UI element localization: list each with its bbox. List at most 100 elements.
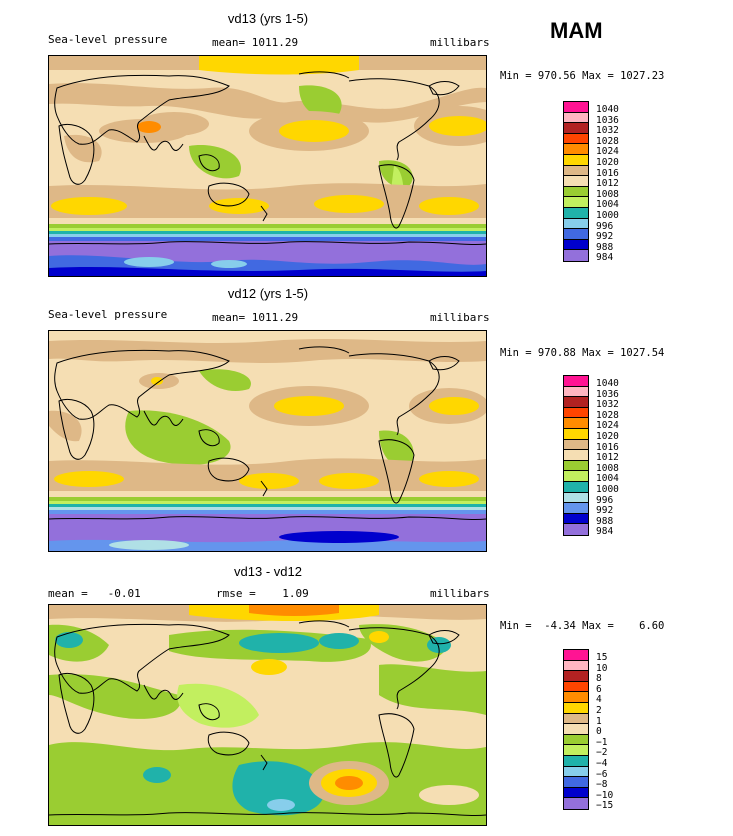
- panel-1-variable-label: Sea-level pressure: [48, 33, 168, 46]
- panel-1-minmax: Min = 970.56 Max = 1027.23: [500, 70, 665, 82]
- colorbar-label: 1008: [596, 188, 619, 200]
- panel-2-colorbar-labels: 1040 1036 1032 1028 1024 1020 1016 1012 1008 1004…: [596, 378, 619, 538]
- colorbar-swatch: [564, 798, 588, 809]
- panel-1-colorbar-labels: 1040 1036 1032 1028 1024 1020 1016 1012 1008 1004…: [596, 104, 619, 264]
- colorbar-label: 988: [596, 515, 614, 527]
- colorbar-label: −2: [596, 747, 608, 759]
- colorbar-label: 1028: [596, 409, 619, 421]
- colorbar-swatch: [564, 692, 588, 703]
- colorbar-swatch: [564, 787, 588, 799]
- colorbar-swatch: [564, 724, 588, 735]
- colorbar-label: 1024: [596, 420, 619, 432]
- colorbar-swatch: [564, 102, 588, 113]
- colorbar-label: −8: [596, 779, 608, 791]
- panel-1-map: [48, 55, 487, 277]
- colorbar-swatch: [564, 112, 588, 124]
- panel-3-mean-label: mean = -0.01: [48, 587, 141, 600]
- panel-1-mean-label: mean= 1011.29: [212, 36, 299, 49]
- colorbar-label: 1036: [596, 114, 619, 126]
- colorbar-label: 1032: [596, 125, 619, 137]
- panel-3-colorbar-labels: 15 10 8 6 4 2 1 0 −1 −2 −4 −6 −8 −10 −15: [596, 652, 614, 812]
- colorbar-swatch: [564, 218, 588, 230]
- colorbar-label: 1008: [596, 462, 619, 474]
- colorbar-swatch: [564, 450, 588, 461]
- colorbar-swatch: [564, 186, 588, 198]
- colorbar-swatch: [564, 123, 588, 134]
- colorbar-label: −15: [596, 800, 614, 812]
- colorbar-swatch: [564, 376, 588, 387]
- colorbar-label: 984: [596, 252, 614, 264]
- colorbar-swatch: [564, 481, 588, 493]
- colorbar-swatch: [564, 418, 588, 429]
- colorbar-swatch: [564, 133, 588, 145]
- colorbar-swatch: [564, 250, 588, 261]
- panel-1-title: vd13 (yrs 1-5): [227, 11, 309, 26]
- colorbar-label: 996: [596, 220, 614, 232]
- colorbar-label: 1016: [596, 167, 619, 179]
- colorbar-swatch: [564, 397, 588, 408]
- colorbar-label: 992: [596, 231, 614, 243]
- colorbar-swatch: [564, 239, 588, 251]
- colorbar-swatch: [564, 460, 588, 472]
- colorbar-swatch: [564, 734, 588, 746]
- colorbar-label: 1004: [596, 199, 619, 211]
- colorbar-label: −6: [596, 768, 608, 780]
- colorbar-label: 996: [596, 494, 614, 506]
- colorbar-label: 1016: [596, 441, 619, 453]
- colorbar-swatch: [564, 681, 588, 693]
- panel-2-title: vd12 (yrs 1-5): [227, 286, 309, 301]
- panel-3-units-label: millibars: [430, 587, 490, 600]
- colorbar-label: 6: [596, 683, 602, 695]
- colorbar-swatch: [564, 755, 588, 767]
- colorbar-label: 984: [596, 526, 614, 538]
- colorbar-label: 1012: [596, 452, 619, 464]
- colorbar-swatch: [564, 207, 588, 219]
- panel-2-colorbar: [563, 375, 589, 536]
- panel-2-variable-label: Sea-level pressure: [48, 308, 168, 321]
- panel-3-rmse-label: rmse = 1.09: [216, 587, 309, 600]
- colorbar-swatch: [564, 702, 588, 714]
- colorbar-swatch: [564, 777, 588, 788]
- colorbar-label: 1012: [596, 178, 619, 190]
- colorbar-swatch: [564, 144, 588, 155]
- colorbar-swatch: [564, 197, 588, 208]
- colorbar-label: −4: [596, 757, 608, 769]
- colorbar-swatch: [564, 513, 588, 525]
- colorbar-swatch: [564, 154, 588, 166]
- colorbar-label: 0: [596, 726, 602, 738]
- colorbar-label: 10: [596, 662, 608, 674]
- colorbar-swatch: [564, 524, 588, 535]
- colorbar-swatch: [564, 176, 588, 187]
- colorbar-label: 1028: [596, 135, 619, 147]
- colorbar-swatch: [564, 229, 588, 240]
- colorbar-label: 1032: [596, 399, 619, 411]
- colorbar-swatch: [564, 650, 588, 661]
- panel-2-minmax: Min = 970.88 Max = 1027.54: [500, 347, 665, 359]
- panel-2-mean-label: mean= 1011.29: [212, 311, 299, 324]
- colorbar-label: 1020: [596, 430, 619, 442]
- panel-2-map: [48, 330, 487, 552]
- colorbar-swatch: [564, 660, 588, 672]
- colorbar-label: 1024: [596, 146, 619, 158]
- colorbar-label: 1000: [596, 483, 619, 495]
- colorbar-swatch: [564, 503, 588, 514]
- colorbar-swatch: [564, 766, 588, 778]
- colorbar-label: 988: [596, 241, 614, 253]
- colorbar-swatch: [564, 671, 588, 682]
- colorbar-label: 8: [596, 673, 602, 685]
- panel-3-title: vd13 - vd12: [234, 564, 302, 579]
- panel-1-units-label: millibars: [430, 36, 490, 49]
- colorbar-label: 2: [596, 704, 602, 716]
- colorbar-swatch: [564, 386, 588, 398]
- panel-2-units-label: millibars: [430, 311, 490, 324]
- colorbar-swatch: [564, 492, 588, 504]
- season-label: MAM: [550, 18, 603, 43]
- colorbar-label: 1036: [596, 388, 619, 400]
- colorbar-swatch: [564, 407, 588, 419]
- colorbar-label: 4: [596, 694, 602, 706]
- colorbar-swatch: [564, 471, 588, 482]
- colorbar-label: −1: [596, 736, 608, 748]
- colorbar-label: 1040: [596, 378, 619, 389]
- colorbar-swatch: [564, 439, 588, 451]
- colorbar-label: 1020: [596, 156, 619, 168]
